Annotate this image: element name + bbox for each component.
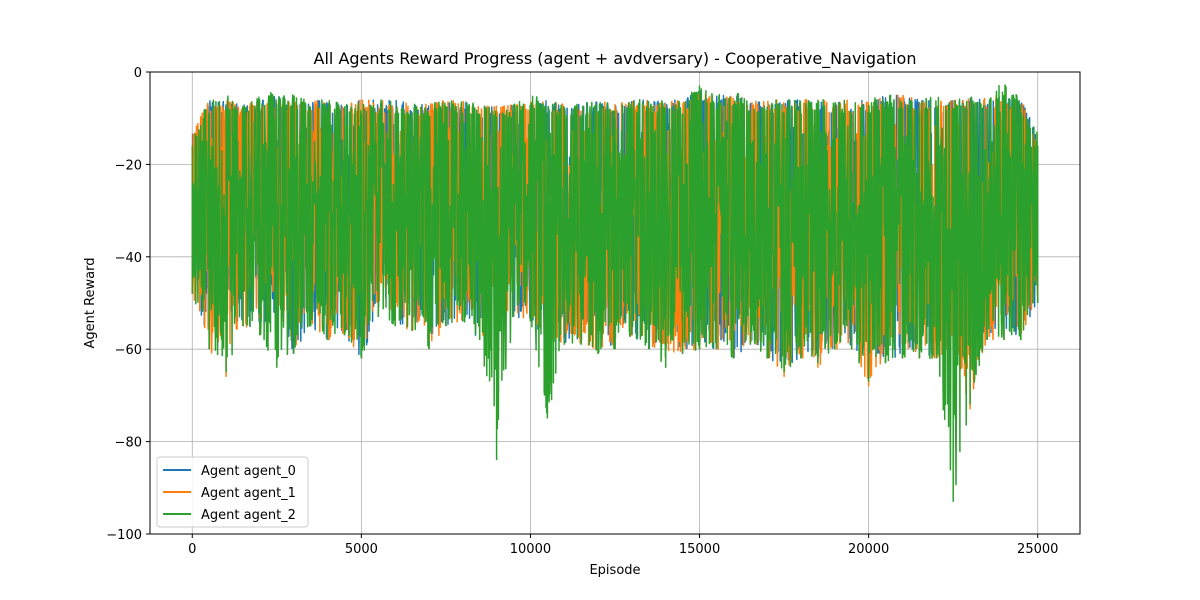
x-tick-label: 10000 [510,542,551,557]
y-tick-label: −40 [115,251,142,266]
legend: Agent agent_0 Agent agent_1 Agent agent_… [156,456,309,528]
y-tick-label: −100 [106,528,142,543]
x-tick-label: 0 [188,542,196,557]
legend-box [156,456,309,528]
x-axis-title: Episode [589,563,640,578]
x-tick-label: 20000 [848,542,889,557]
series-group [191,84,1039,502]
x-tick-label: 15000 [679,542,720,557]
legend-label-agent-1: Agent agent_1 [201,486,296,501]
y-axis-title: Agent Reward [83,257,98,348]
y-tick-label: −80 [115,436,142,451]
y-tick-label: 0 [134,66,142,81]
legend-label-agent-0: Agent agent_0 [201,464,296,479]
x-tick-label: 25000 [1017,542,1058,557]
x-tick-label: 5000 [345,542,378,557]
chart-title: All Agents Reward Progress (agent + avdv… [314,49,917,69]
y-tick-label: −60 [115,343,142,358]
legend-label-agent-2: Agent agent_2 [201,508,296,523]
axis-ticks: 0 5000 10000 15000 20000 25000 0 −20 −40 −60 −80 −1… [106,66,1058,557]
plot-area-frame [149,71,1081,535]
y-tick-label: −20 [115,158,142,173]
series-line-agent-agent-2 [191,84,1039,502]
